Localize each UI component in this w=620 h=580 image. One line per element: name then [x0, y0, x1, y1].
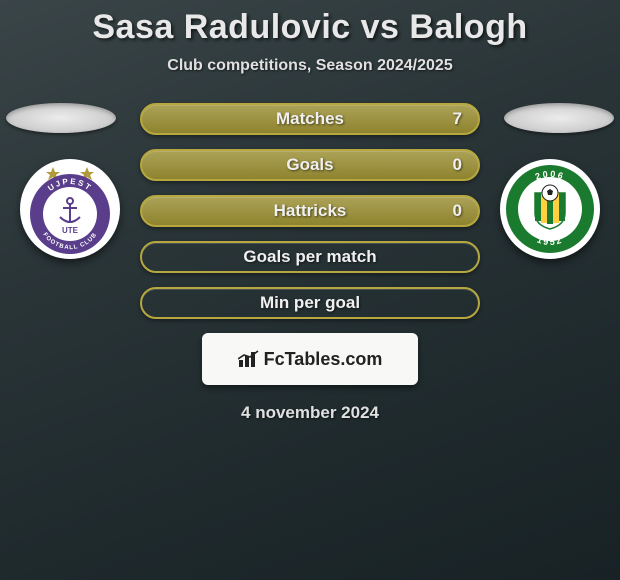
stat-label: Hattricks	[274, 201, 347, 221]
stat-label: Goals per match	[243, 247, 376, 267]
fctables-logo: FcTables.com	[202, 333, 418, 385]
page-title: Sasa Radulovic vs Balogh	[0, 0, 620, 47]
bar-chart-icon	[238, 350, 260, 368]
stat-value: 0	[453, 155, 462, 175]
stat-value: 7	[453, 109, 462, 129]
stat-label: Matches	[276, 109, 344, 129]
stat-bar-min-per-goal: Min per goal	[140, 287, 480, 319]
stat-value: 0	[453, 201, 462, 221]
club-badge-left: UJPEST FOOTBALL CLUB UTE	[20, 159, 120, 259]
club-badge-right: 2006 1952	[500, 159, 600, 259]
player-right-ellipse	[504, 103, 614, 133]
stat-bars: Matches 7 Goals 0 Hattricks 0 Goals per …	[140, 103, 480, 319]
comparison-content: UJPEST FOOTBALL CLUB UTE	[0, 103, 620, 423]
page-subtitle: Club competitions, Season 2024/2025	[0, 57, 620, 75]
stat-bar-hattricks: Hattricks 0	[140, 195, 480, 227]
svg-text:UTE: UTE	[62, 226, 79, 235]
stat-label: Min per goal	[260, 293, 360, 313]
player-left-ellipse	[6, 103, 116, 133]
stat-label: Goals	[286, 155, 333, 175]
stat-bar-goals-per-match: Goals per match	[140, 241, 480, 273]
stat-bar-goals: Goals 0	[140, 149, 480, 181]
comparison-date: 4 november 2024	[0, 403, 620, 423]
logo-text: FcTables.com	[264, 349, 383, 370]
stat-bar-matches: Matches 7	[140, 103, 480, 135]
